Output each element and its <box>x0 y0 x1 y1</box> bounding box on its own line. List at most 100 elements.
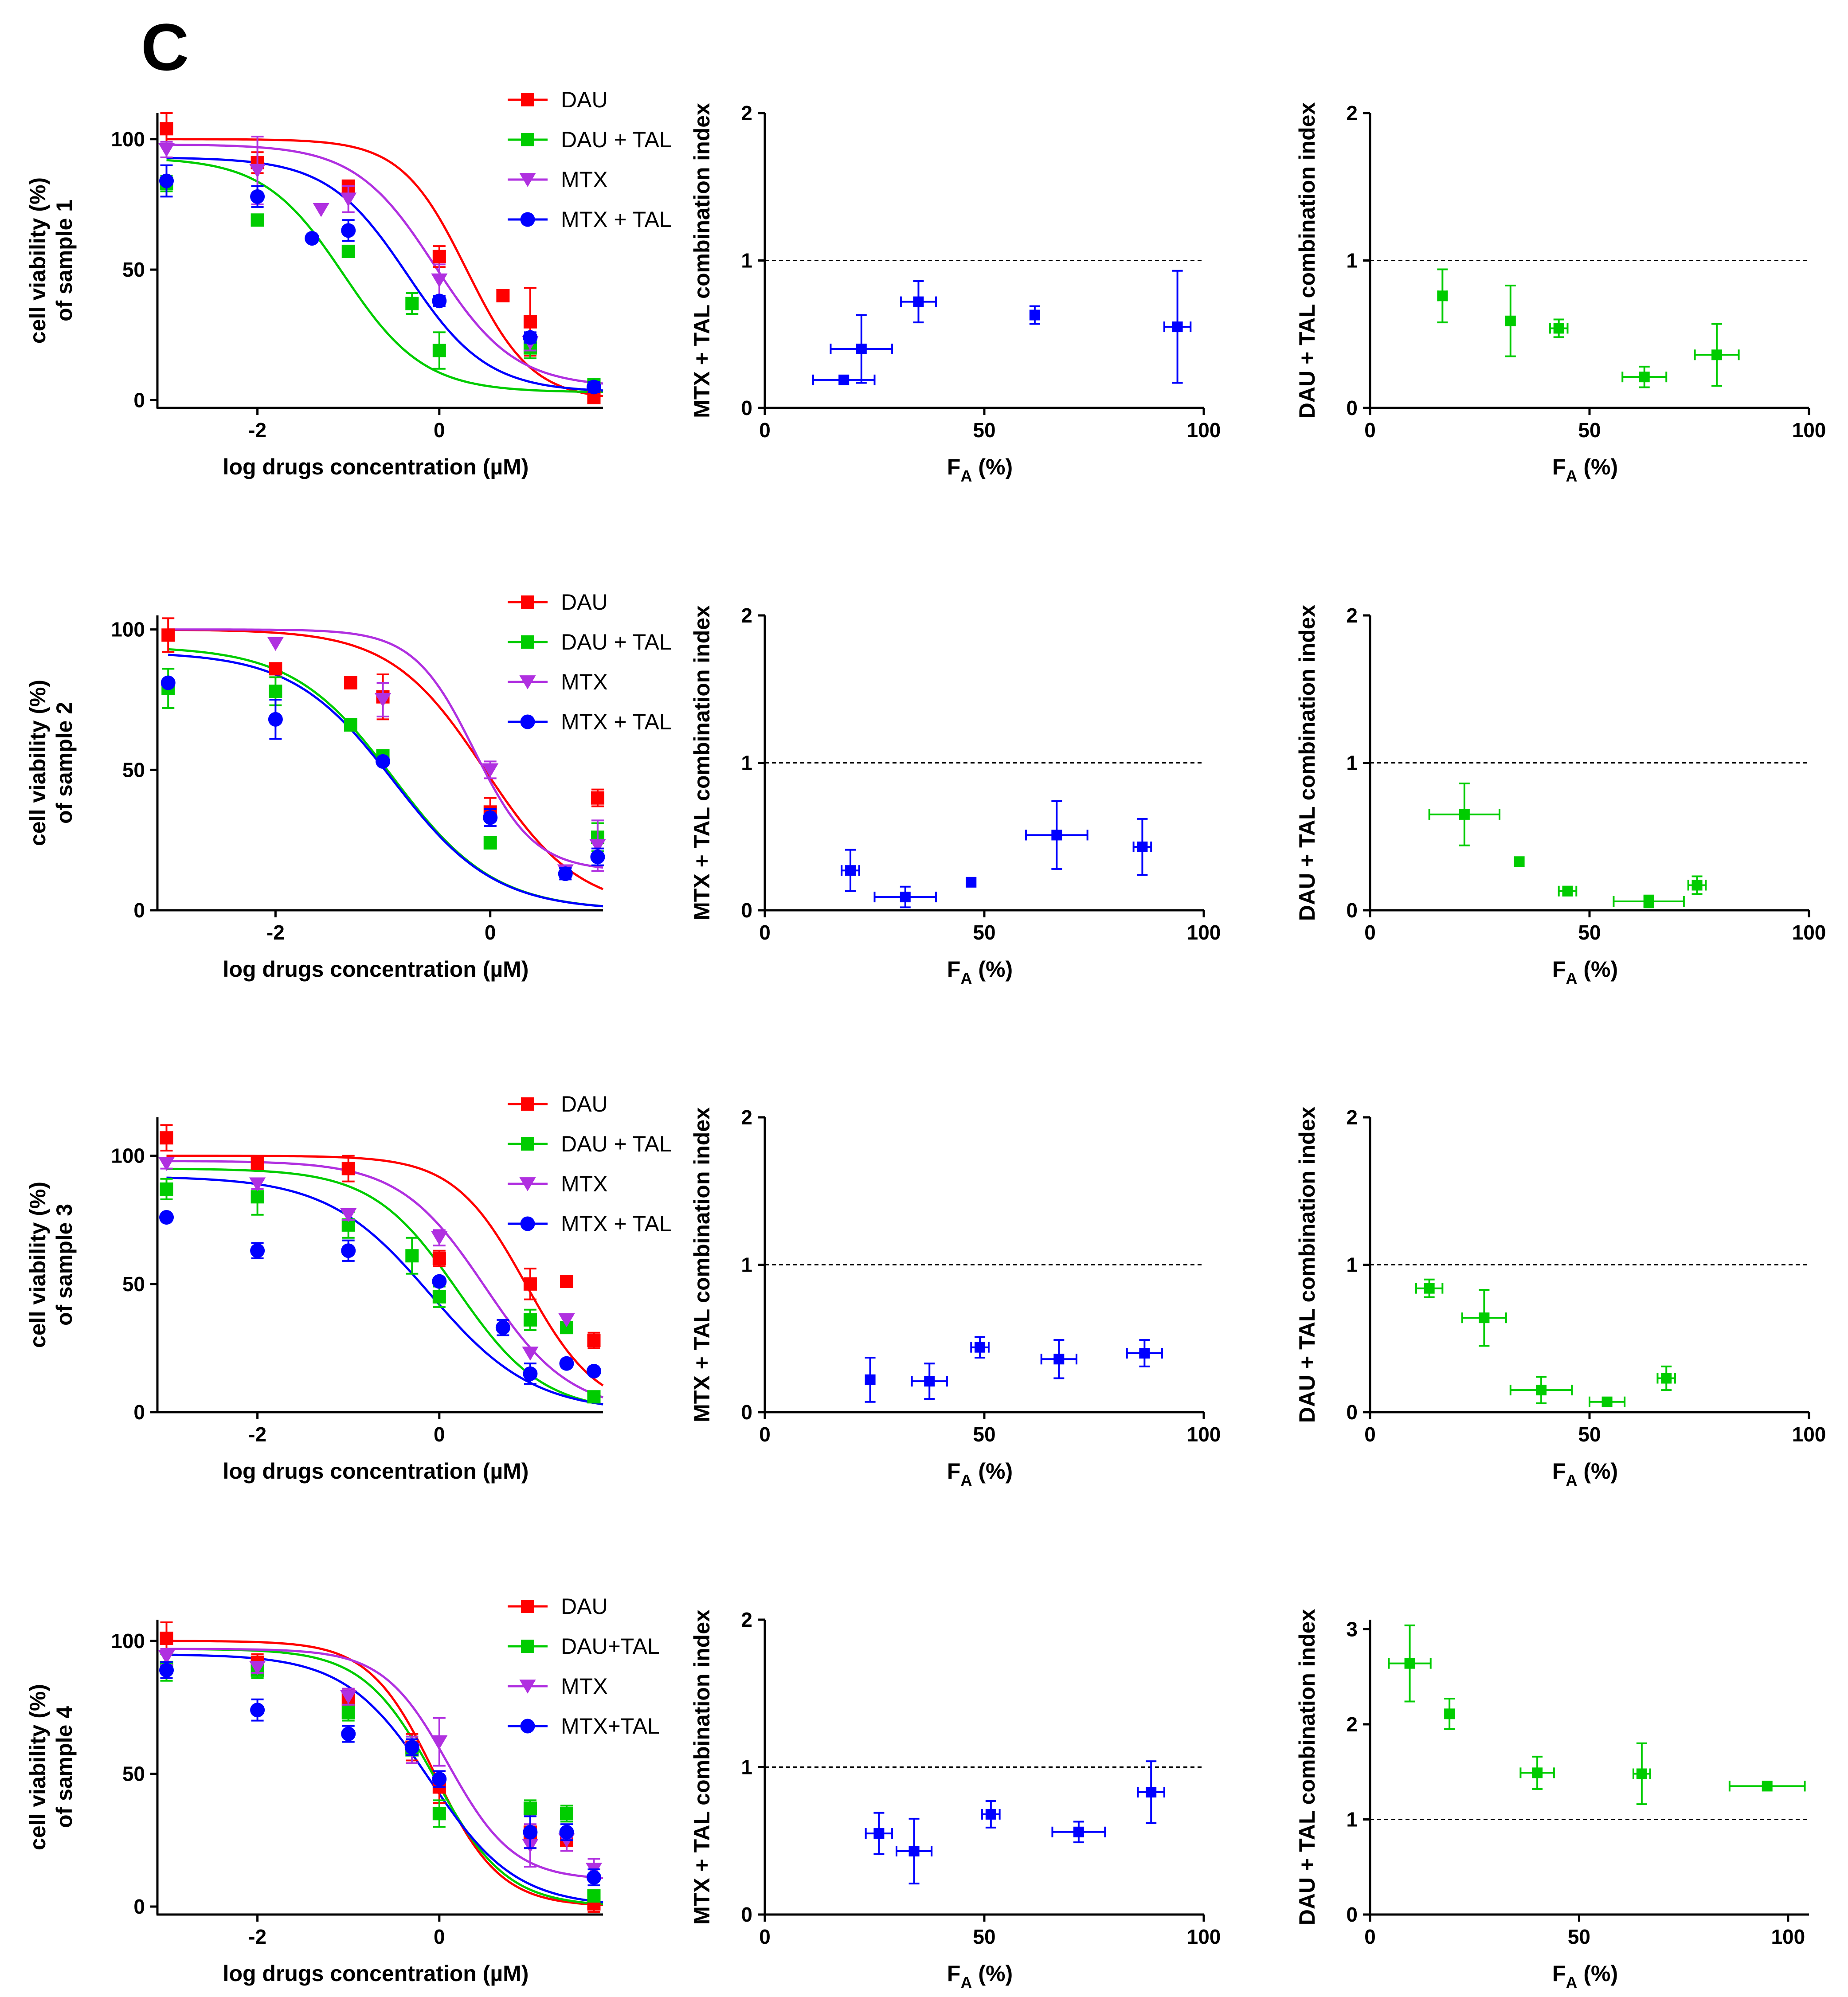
data-point-mtx-tal <box>250 189 265 204</box>
x-tick-label: 100 <box>1187 921 1221 944</box>
y-tick-label: 0 <box>133 1401 145 1424</box>
data-point <box>1444 1708 1455 1719</box>
data-point-dau-tal <box>587 1889 601 1903</box>
x-tick-label: 0 <box>759 419 771 442</box>
y-axis-title: cell viability (%)of sample 3 <box>25 1182 77 1348</box>
data-point-mtx <box>374 693 392 707</box>
fit-curve-mtx <box>168 628 603 869</box>
data-point-dau-tal <box>405 297 419 310</box>
data-point-mtx <box>249 1177 266 1192</box>
data-point <box>913 296 924 307</box>
x-axis-title: FA (%) <box>1552 1459 1618 1489</box>
y-axis-title-line: cell viability (%) <box>25 177 50 344</box>
chart-s3-dose: 0 50 100 -2 0 log drugs concentration (µM) cel… <box>25 1092 672 1484</box>
y-tick-label: 100 <box>111 618 145 641</box>
y-tick-label: 1 <box>741 1756 752 1779</box>
legend-marker <box>520 212 535 227</box>
data-point <box>1172 321 1183 333</box>
data-point-mtx-tal <box>159 1210 174 1225</box>
legend-marker <box>519 675 536 689</box>
y-axis-title-line: cell viability (%) <box>25 1684 50 1850</box>
data-point-mtx <box>249 1660 266 1675</box>
data-point-mtx-tal <box>250 1703 265 1718</box>
data-point-mtx-tal <box>483 810 498 825</box>
x-tick-label: 0 <box>759 1423 771 1446</box>
y-tick-label: 1 <box>1346 249 1358 272</box>
y-axis-title: DAU + TAL combination index <box>1295 605 1319 921</box>
data-point-dau-tal <box>269 685 282 698</box>
data-point-dau-tal <box>251 213 264 227</box>
x-axis-title-main: F <box>1552 1459 1566 1484</box>
x-axis-title: log drugs concentration (µM) <box>223 1961 529 1986</box>
x-axis-title-main: F <box>947 957 961 982</box>
data-point-dau <box>523 315 537 329</box>
y-axis-title: DAU + TAL combination index <box>1295 102 1319 419</box>
x-axis-title-unit: (%) <box>1577 1459 1618 1484</box>
legend-marker <box>521 595 534 609</box>
data-point-mtx <box>313 203 329 217</box>
y-axis-title-line: of sample 2 <box>52 702 77 824</box>
x-tick-label: 50 <box>1578 921 1601 944</box>
data-point-mtx-tal <box>250 1243 265 1258</box>
y-tick-label: 0 <box>133 388 145 411</box>
x-axis-title-subscript: A <box>960 969 972 987</box>
data-point <box>975 1342 986 1353</box>
x-axis-title: FA (%) <box>947 454 1013 485</box>
chart-s1-mtx-ci: 0 1 2 0 50 100 FA (%) MTX + TAL combination ind… <box>689 102 1221 485</box>
data-point <box>1762 1781 1773 1792</box>
data-point <box>1437 290 1448 302</box>
data-point <box>1505 315 1516 326</box>
legend-marker <box>521 1097 534 1111</box>
data-point <box>1146 1787 1157 1798</box>
y-tick-label: 0 <box>741 899 752 922</box>
legend-label: MTX + TAL <box>561 207 672 232</box>
data-point <box>1051 830 1062 841</box>
x-tick-label: 100 <box>1792 921 1826 944</box>
fit-curve-dau <box>168 628 603 890</box>
data-point-dau <box>341 1162 355 1175</box>
data-point-mtx-tal <box>268 712 283 727</box>
legend-label: DAU + TAL <box>561 630 672 654</box>
x-tick-label: -2 <box>248 1925 266 1948</box>
data-point-mtx-tal <box>586 1870 601 1885</box>
data-point-dau-tal <box>587 1390 601 1404</box>
y-tick-label: 0 <box>133 1895 145 1918</box>
data-point-mtx <box>589 839 606 854</box>
legend-label: MTX+TAL <box>561 1714 660 1739</box>
x-tick-label: 0 <box>434 419 445 442</box>
x-axis-title: log drugs concentration (µM) <box>223 1459 529 1484</box>
legend-marker <box>521 1600 534 1613</box>
y-axis-title-line: cell viability (%) <box>25 1182 50 1348</box>
data-point-mtx-tal <box>495 1320 510 1335</box>
data-point-mtx <box>558 1313 575 1327</box>
data-point-mtx <box>158 1650 175 1664</box>
data-point-dau-tal <box>483 836 497 850</box>
y-tick-label: 3 <box>1346 1617 1358 1641</box>
y-tick-label: 2 <box>1346 1106 1358 1129</box>
y-tick-label: 2 <box>741 102 752 125</box>
data-point <box>1404 1658 1415 1669</box>
x-tick-label: 0 <box>434 1925 445 1948</box>
x-axis-title-unit: (%) <box>972 957 1013 982</box>
x-tick-label: 100 <box>1771 1925 1805 1948</box>
legend-label: MTX <box>561 1674 608 1699</box>
x-axis-title-main: F <box>1552 1961 1566 1986</box>
data-point <box>838 374 850 385</box>
data-point <box>1639 372 1650 383</box>
x-axis-title: FA (%) <box>947 1961 1013 1992</box>
y-tick-label: 50 <box>122 758 145 781</box>
data-point-mtx <box>340 1690 357 1704</box>
x-tick-label: -2 <box>248 419 266 442</box>
x-axis-title-unit: (%) <box>972 1961 1013 1986</box>
y-tick-label: 1 <box>741 1253 752 1277</box>
y-axis-title: cell viability (%)of sample 2 <box>25 680 77 846</box>
chart-s1-dose: 0 50 100 -2 0 log drugs concentration (µM) cel… <box>25 87 672 479</box>
y-tick-label: 1 <box>1346 1808 1358 1831</box>
x-axis-title-subscript: A <box>960 1471 972 1489</box>
y-axis-title: DAU + TAL combination index <box>1295 1107 1319 1423</box>
legend-label: DAU <box>561 1594 608 1619</box>
x-axis-title-subscript: A <box>960 467 972 485</box>
y-axis-title: cell viability (%)of sample 1 <box>25 177 77 344</box>
y-axis-title-line: of sample 3 <box>52 1204 77 1326</box>
